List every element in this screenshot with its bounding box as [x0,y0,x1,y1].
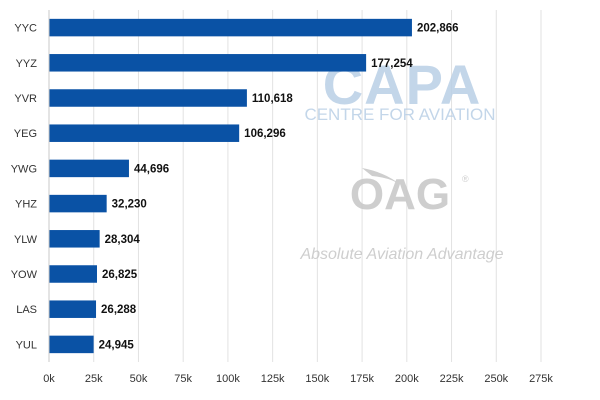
x-tick-label: 25k [85,373,103,385]
x-tick-label: 75k [174,373,192,385]
bar-las [49,300,97,318]
category-label: YYC [14,23,37,35]
category-label: YVR [14,93,37,105]
oag-swoosh-icon [362,168,402,186]
value-label: 177,254 [371,58,413,70]
bar-yhz [49,194,107,213]
x-tick-label: 0k [43,373,55,385]
bar-yyz [49,54,367,72]
category-label: YEG [14,128,37,140]
oag-tagline: Absolute Aviation Advantage [299,246,503,263]
value-labels: 202,866 177,254 110,618 106,296 44,696 32,230… [99,23,459,352]
bar-yvr [49,89,247,107]
category-label: YWG [11,163,37,175]
bar-ywg [49,159,129,178]
x-tick-label: 175k [350,373,374,385]
x-tick-label: 125k [261,373,285,385]
value-label: 26,288 [101,304,137,316]
x-tick-label: 200k [395,373,419,385]
x-tick-label: 50k [130,373,148,385]
bar-yeg [49,124,240,142]
category-label: YYZ [16,58,38,70]
category-label: LAS [16,304,37,316]
bar-yul [49,335,94,354]
value-label: 32,230 [112,199,147,211]
value-label: 106,296 [244,128,286,140]
category-label: YLW [14,234,38,246]
value-label: 202,866 [417,23,459,35]
bar-yyc [49,18,412,37]
value-label: 28,304 [105,234,141,246]
x-tick-label: 275k [529,373,553,385]
x-axis-tick-labels: 0k 25k 50k 75k 100k 125k 150k 175k 200k 225k 250k 2… [43,373,553,385]
bars [49,18,412,354]
value-label: 110,618 [252,93,294,105]
bar-ylw [49,230,100,248]
oag-logo-text: OAG [350,170,450,219]
value-label: 26,825 [102,269,138,281]
value-label: 24,945 [99,339,135,351]
category-label: YUL [16,339,37,351]
category-label: YOW [11,269,38,281]
x-tick-label: 225k [440,373,464,385]
bar-yow [49,265,97,283]
x-tick-label: 100k [216,373,240,385]
x-tick-label: 250k [484,373,508,385]
capa-tagline: CENTRE FOR AVIATION [304,105,495,124]
value-label: 44,696 [134,163,169,175]
oag-registered-icon: ® [462,174,469,184]
category-label: YHZ [15,199,37,211]
category-labels: YYC YYZ YVR YEG YWG YHZ YLW YOW LAS YUL [11,23,38,352]
oag-watermark: OAG ® Absolute Aviation Advantage [299,168,504,263]
x-tick-label: 150k [305,373,329,385]
